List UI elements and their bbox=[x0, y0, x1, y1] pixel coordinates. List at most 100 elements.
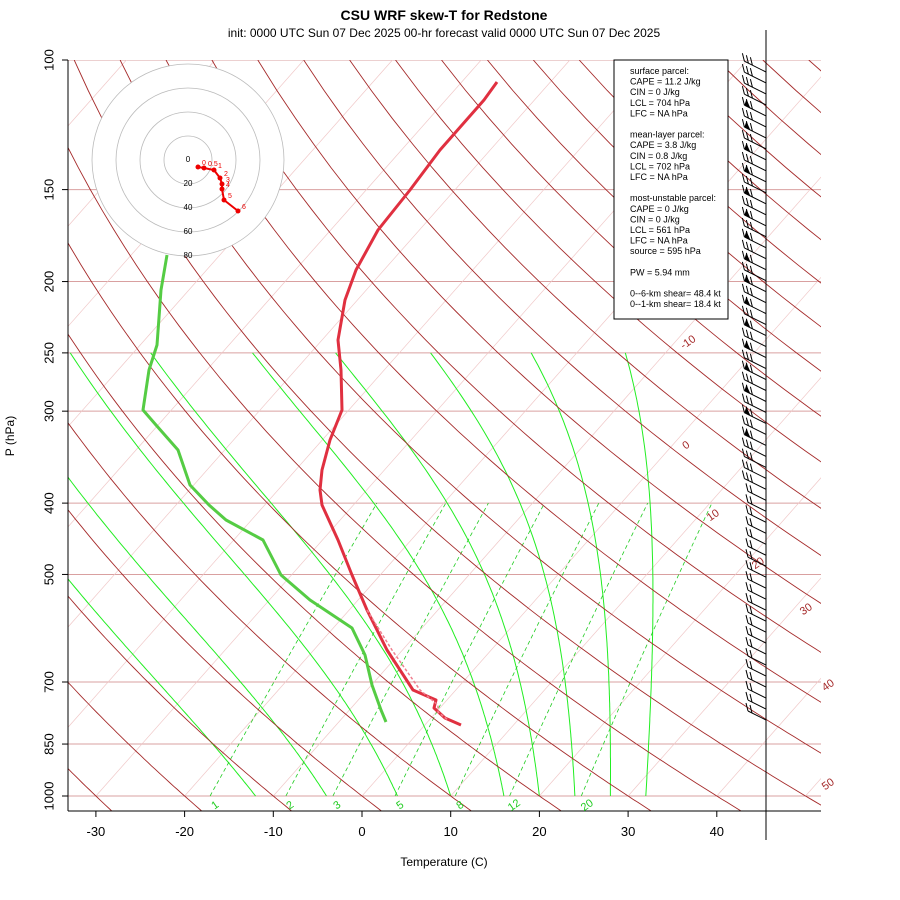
wind-barb bbox=[741, 349, 767, 369]
wind-barb bbox=[741, 272, 767, 293]
mixing-ratio-label: 12 bbox=[506, 797, 523, 814]
temperature-tick-label: 0 bbox=[358, 824, 365, 839]
moist-adiabat bbox=[150, 352, 452, 797]
info-line: surface parcel: bbox=[630, 66, 689, 76]
moist-adiabat bbox=[252, 352, 505, 797]
parcel-trace bbox=[366, 609, 449, 721]
pressure-tick-label: 300 bbox=[41, 400, 56, 422]
dry-adiabat bbox=[395, 60, 821, 463]
wind-barbs bbox=[741, 53, 767, 721]
info-line: source = 595 hPa bbox=[630, 246, 701, 256]
wind-barb bbox=[745, 560, 767, 578]
wind-barb bbox=[745, 647, 767, 666]
pressure-tick-label: 500 bbox=[41, 564, 56, 586]
dry-adiabat bbox=[165, 60, 821, 703]
wind-barb bbox=[745, 669, 767, 688]
hodograph-ring-label: 40 bbox=[184, 203, 193, 212]
hodograph-ring bbox=[139, 111, 237, 209]
hodograph-point bbox=[211, 167, 217, 173]
mixing-ratio-line bbox=[209, 502, 378, 797]
wind-barb bbox=[741, 195, 767, 216]
info-line: LFC = NA hPa bbox=[630, 172, 688, 182]
isotherm-thin bbox=[539, 477, 821, 797]
mixing-ratio-line bbox=[580, 502, 713, 797]
wind-barb bbox=[745, 538, 767, 556]
dry-adiabats bbox=[68, 60, 900, 812]
wind-barb bbox=[741, 97, 767, 117]
isotherm-thin bbox=[68, 60, 659, 728]
isotherm-thin bbox=[450, 377, 821, 797]
wind-barb bbox=[741, 118, 767, 139]
temperature-tick-label: -10 bbox=[264, 824, 283, 839]
wind-barb bbox=[741, 305, 767, 326]
wind-barb bbox=[741, 437, 767, 457]
wind-barb bbox=[745, 593, 767, 611]
wind-barb bbox=[741, 53, 767, 73]
dry-adiabat bbox=[855, 60, 900, 812]
pressure-tick-label: 700 bbox=[41, 671, 56, 693]
temperature-tick-label: -20 bbox=[175, 824, 194, 839]
wind-barb bbox=[741, 415, 767, 435]
wind-barb bbox=[741, 151, 767, 172]
dry-adiabat bbox=[68, 681, 203, 811]
hodograph-point-label: 0.5 bbox=[208, 161, 218, 168]
hodograph-point bbox=[217, 175, 223, 181]
info-line: CAPE = 0 J/kg bbox=[630, 204, 689, 214]
wind-barb bbox=[745, 604, 767, 622]
dry-adiabat bbox=[762, 60, 821, 114]
hodograph-point bbox=[195, 164, 201, 170]
wind-barb bbox=[745, 505, 767, 523]
info-line: PW = 5.94 mm bbox=[630, 267, 690, 277]
hodograph-point-label: 2 bbox=[224, 171, 228, 178]
isotherm-label: 30 bbox=[798, 601, 815, 618]
y-axis-label: P (hPa) bbox=[3, 416, 17, 456]
wind-barb bbox=[741, 360, 767, 380]
mixing-ratio-label: 20 bbox=[579, 797, 596, 814]
mixing-ratio-label: 5 bbox=[394, 799, 406, 812]
wind-barb bbox=[745, 494, 767, 512]
wind-barb bbox=[741, 294, 767, 315]
hodograph-ring bbox=[91, 63, 285, 257]
mixing-ratio-label: 2 bbox=[284, 799, 296, 812]
wind-barb bbox=[741, 64, 767, 84]
dewpoint-profile bbox=[141, 254, 388, 723]
x-axis-label: Temperature (C) bbox=[400, 855, 487, 869]
hodograph-point bbox=[201, 165, 207, 171]
mixing-ratio-line bbox=[509, 502, 649, 797]
hodograph-point bbox=[219, 186, 225, 192]
pressure-tick-label: 150 bbox=[41, 179, 56, 201]
temperature-tick-label: 20 bbox=[532, 824, 546, 839]
chart-title: CSU WRF skew-T for Redstone bbox=[341, 7, 548, 23]
wind-barb bbox=[741, 327, 767, 348]
isotherm-thin bbox=[894, 60, 900, 796]
info-line: LCL = 702 hPa bbox=[630, 161, 690, 171]
wind-barb bbox=[741, 129, 767, 150]
hodograph-ring-label: 60 bbox=[184, 227, 193, 236]
mixing-ratio-label: 1 bbox=[209, 799, 221, 812]
info-line: CIN = 0 J/kg bbox=[630, 214, 680, 224]
info-line: LCL = 704 hPa bbox=[630, 98, 690, 108]
wind-barb bbox=[745, 702, 767, 721]
hodograph-point-label: 6 bbox=[242, 204, 246, 211]
wind-barb bbox=[741, 206, 767, 227]
wind-barb bbox=[745, 658, 767, 677]
isotherm-thin bbox=[68, 60, 393, 428]
info-line: most-unstable parcel: bbox=[630, 193, 716, 203]
hodograph-ring bbox=[163, 135, 213, 185]
wind-barb bbox=[741, 228, 767, 249]
mixing-ratio-line bbox=[454, 502, 600, 797]
wind-barb bbox=[741, 184, 767, 205]
isotherm-label: 0 bbox=[680, 439, 692, 452]
info-line: mean-layer parcel: bbox=[630, 130, 705, 140]
isotherm-label: 50 bbox=[820, 776, 837, 793]
dry-adiabat bbox=[68, 242, 653, 811]
pressure-tick-label: 1000 bbox=[41, 782, 56, 811]
moist-adiabat bbox=[430, 352, 576, 797]
wind-barb bbox=[745, 680, 767, 699]
wind-barb bbox=[741, 459, 767, 479]
info-line: LFC = NA hPa bbox=[630, 236, 688, 246]
mixing-ratio-label: 8 bbox=[454, 799, 466, 812]
